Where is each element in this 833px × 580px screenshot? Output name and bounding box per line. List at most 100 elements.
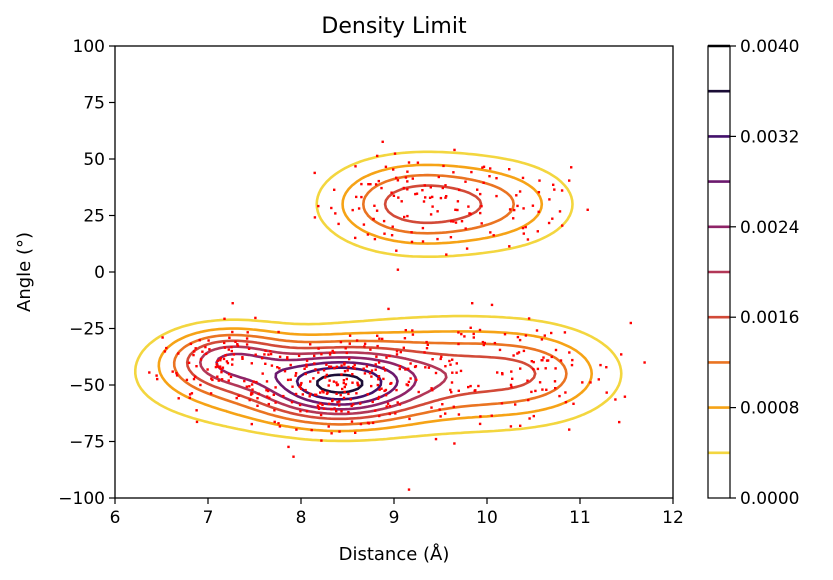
scatter-point — [316, 404, 320, 407]
scatter-point — [245, 343, 249, 346]
scatter-point — [512, 354, 515, 357]
scatter-point — [568, 351, 571, 354]
scatter-point — [363, 342, 367, 345]
scatter-point — [384, 394, 388, 397]
scatter-point — [407, 161, 411, 164]
scatter-point — [586, 208, 589, 211]
scatter-point — [490, 414, 493, 417]
scatter-point — [335, 392, 338, 395]
scatter-point — [395, 176, 398, 179]
scatter-point — [355, 339, 359, 342]
scatter-point — [190, 392, 194, 395]
scatter-point — [148, 371, 151, 374]
scatter-point — [451, 371, 454, 374]
scatter-point — [376, 154, 379, 158]
scatter-point — [516, 204, 519, 208]
scatter-point — [338, 404, 341, 407]
scatter-point — [353, 363, 356, 367]
scatter-point — [367, 422, 371, 425]
x-tick-label: 11 — [569, 508, 591, 528]
scatter-point — [479, 192, 482, 196]
scatter-point — [376, 344, 379, 348]
scatter-point — [388, 404, 392, 408]
scatter-point — [458, 188, 461, 192]
scatter-point — [434, 437, 438, 441]
scatter-point — [482, 343, 485, 347]
scatter-point — [359, 422, 363, 426]
scatter-point — [342, 396, 346, 400]
scatter-point — [527, 398, 530, 402]
scatter-point — [343, 385, 346, 389]
scatter-point — [526, 379, 529, 382]
scatter-point — [481, 166, 484, 169]
scatter-point — [543, 334, 546, 337]
scatter-point — [421, 226, 425, 230]
scatter-point — [188, 393, 192, 396]
scatter-point — [348, 334, 352, 337]
scatter-point — [476, 188, 479, 191]
scatter-point — [309, 380, 312, 383]
scatter-point — [356, 381, 359, 384]
scatter-point — [453, 148, 456, 152]
scatter-point — [552, 183, 555, 186]
scatter-point — [376, 397, 380, 400]
scatter-point — [317, 204, 320, 208]
scatter-point — [189, 342, 193, 346]
scatter-point — [345, 377, 348, 381]
scatter-point — [266, 389, 270, 393]
scatter-point — [198, 339, 201, 342]
scatter-point — [478, 328, 482, 332]
scatter-point — [283, 370, 287, 373]
scatter-point — [425, 347, 429, 350]
scatter-point — [479, 211, 482, 215]
scatter-point — [483, 341, 486, 345]
scatter-point — [456, 200, 460, 203]
scatter-point — [341, 387, 344, 391]
scatter-point — [391, 225, 394, 228]
y-tick-label: 50 — [83, 150, 105, 170]
scatter-point — [313, 362, 316, 365]
scatter-point — [374, 183, 378, 186]
scatter-point — [411, 177, 414, 180]
scatter-point — [614, 398, 617, 401]
scatter-point — [554, 348, 558, 352]
scatter-point — [382, 366, 385, 369]
scatter-point — [206, 368, 209, 371]
scatter-point — [550, 355, 553, 359]
scatter-point — [452, 171, 455, 174]
scatter-point — [230, 345, 233, 349]
scatter-point — [441, 403, 444, 406]
scatter-point — [228, 336, 231, 339]
scatter-point — [289, 363, 292, 367]
scatter-point — [267, 353, 270, 356]
x-tick-label: 8 — [296, 508, 307, 528]
scatter-point — [286, 378, 290, 382]
y-axis-label: Angle (°) — [14, 232, 35, 312]
scatter-point — [448, 359, 451, 363]
scatter-point — [425, 340, 428, 344]
scatter-point — [328, 379, 331, 382]
scatter-point — [199, 358, 203, 361]
scatter-point — [267, 402, 270, 406]
scatter-point — [362, 223, 366, 226]
scatter-point — [398, 403, 402, 406]
scatter-point — [309, 343, 312, 346]
scatter-point — [305, 410, 309, 413]
scatter-point — [216, 375, 219, 378]
scatter-point — [304, 372, 307, 376]
scatter-point — [524, 225, 527, 229]
scatter-point — [232, 353, 236, 356]
scatter-point — [230, 349, 233, 353]
scatter-point — [215, 363, 218, 366]
scatter-point — [234, 340, 237, 343]
scatter-point — [423, 351, 426, 354]
scatter-point — [231, 358, 234, 361]
scatter-point — [264, 362, 267, 365]
scatter-point — [251, 392, 254, 395]
scatter-point — [278, 355, 282, 358]
scatter-point — [406, 180, 409, 183]
scatter-point — [375, 355, 378, 358]
scatter-point — [490, 303, 494, 307]
scatter-point — [376, 334, 379, 337]
scatter-point — [380, 186, 383, 190]
